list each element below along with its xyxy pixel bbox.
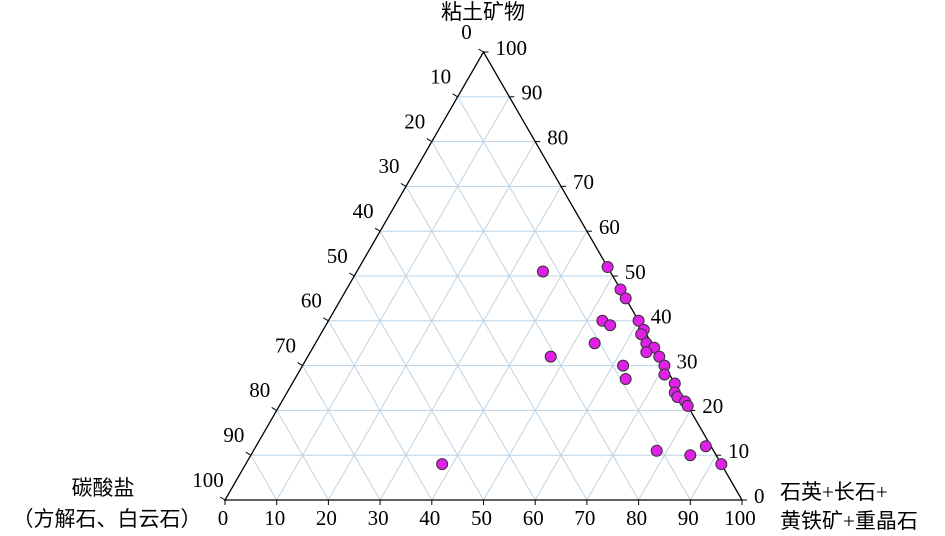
bottom-tick-label: 60 <box>523 506 544 530</box>
data-point <box>632 314 645 327</box>
data-point <box>601 261 614 274</box>
grid-line <box>302 365 381 501</box>
data-point <box>684 449 697 462</box>
data-point <box>653 350 666 363</box>
data-point <box>536 265 549 278</box>
grid-line <box>689 454 717 501</box>
tick-mark <box>374 227 381 232</box>
grid-line <box>327 320 433 501</box>
left-tick-label: 100 <box>192 468 224 492</box>
tick-mark <box>323 317 329 322</box>
data-point <box>681 399 694 412</box>
bottom-tick-label: 90 <box>678 506 699 530</box>
left-tick-label: 30 <box>378 154 399 178</box>
left-tick-label: 20 <box>404 109 425 133</box>
grid-line <box>379 186 562 501</box>
grid-line <box>586 365 665 501</box>
left-tick-label: 60 <box>301 289 322 313</box>
tick-mark <box>245 451 252 456</box>
tick-mark <box>297 362 303 367</box>
right-tick-label: 50 <box>625 260 646 284</box>
left-tick-label: 0 <box>461 20 472 44</box>
data-point <box>658 368 671 381</box>
data-point <box>650 444 663 457</box>
left-axis-label: 碳酸盐 <box>72 476 135 500</box>
data-point <box>436 458 449 471</box>
top-axis-label: 粘土矿物 <box>441 0 525 24</box>
tick-mark <box>452 93 458 98</box>
tick-mark <box>426 138 433 143</box>
left-tick-label: 10 <box>430 65 451 89</box>
tick-mark <box>271 406 277 411</box>
grid-line <box>483 275 614 501</box>
tick-mark <box>219 496 226 501</box>
data-point <box>640 346 653 359</box>
bottom-tick-label: 10 <box>264 506 285 530</box>
right-axis-label: 黄铁矿+重晶石 <box>780 509 918 533</box>
tick-mark <box>348 272 355 277</box>
right-tick-label: 80 <box>547 125 568 149</box>
data-point <box>604 319 617 332</box>
data-point <box>614 283 627 296</box>
bottom-tick-label: 80 <box>626 506 647 530</box>
grid-line <box>353 275 484 501</box>
data-point <box>699 440 712 453</box>
right-tick-label: 10 <box>728 439 749 463</box>
grid-line <box>276 96 510 501</box>
right-tick-label: 90 <box>521 81 542 105</box>
data-point <box>715 458 728 471</box>
grid-line <box>276 410 329 501</box>
grid-line <box>457 96 691 501</box>
left-tick-label: 90 <box>223 423 244 447</box>
tick-mark <box>400 182 407 187</box>
left-tick-label: 70 <box>275 333 296 357</box>
left-tick-label: 50 <box>327 244 348 268</box>
grid-line <box>250 454 278 501</box>
grid-line <box>405 186 588 501</box>
right-tick-label: 70 <box>573 170 594 194</box>
data-point <box>635 328 648 341</box>
right-axis-label: 石英+长石+ <box>780 480 888 504</box>
bottom-tick-label: 0 <box>218 506 229 530</box>
right-tick-label: 0 <box>754 484 765 508</box>
grid-line <box>638 410 691 501</box>
bottom-tick-label: 40 <box>419 506 440 530</box>
data-point <box>588 337 601 350</box>
data-point <box>617 359 630 372</box>
data-point <box>544 350 557 363</box>
bottom-tick-label: 20 <box>316 506 337 530</box>
left-tick-label: 40 <box>353 199 374 223</box>
bottom-tick-label: 50 <box>471 506 492 530</box>
right-tick-label: 40 <box>651 305 672 329</box>
right-tick-label: 100 <box>496 36 528 60</box>
right-tick-label: 30 <box>676 349 697 373</box>
bottom-tick-label: 100 <box>724 506 756 530</box>
grid-line <box>534 320 640 501</box>
bottom-tick-label: 70 <box>574 506 595 530</box>
right-tick-label: 20 <box>702 394 723 418</box>
data-point <box>619 373 632 386</box>
left-tick-label: 80 <box>249 378 270 402</box>
left-axis-label: （方解石、白云石） <box>13 507 202 531</box>
bottom-tick-label: 30 <box>368 506 389 530</box>
tick-mark <box>478 48 484 53</box>
data-point <box>619 292 632 305</box>
right-tick-label: 60 <box>599 215 620 239</box>
